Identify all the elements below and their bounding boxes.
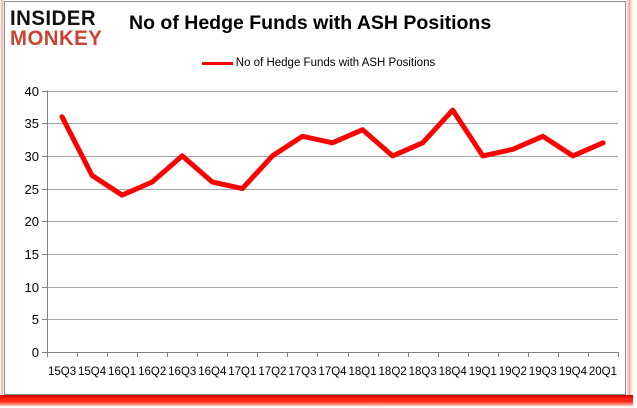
y-tick-label: 35 xyxy=(25,116,39,131)
x-tick-label: 18Q2 xyxy=(379,366,407,378)
x-tick-label: 16Q1 xyxy=(108,366,136,378)
frame-glow-bottom xyxy=(0,395,633,407)
x-tick-label: 16Q3 xyxy=(168,366,196,378)
x-tick-label: 17Q1 xyxy=(228,366,256,378)
legend-line-swatch xyxy=(201,61,233,65)
y-tick-label: 30 xyxy=(25,149,39,164)
y-tick-label: 10 xyxy=(25,280,39,295)
frame-glow-left xyxy=(0,0,4,396)
x-tick-label: 15Q4 xyxy=(78,366,107,378)
x-tick-label: 19Q1 xyxy=(469,366,497,378)
y-tick-label: 0 xyxy=(32,345,39,360)
x-tick-label: 16Q2 xyxy=(138,366,166,378)
insider-monkey-logo: INSIDER MONKEY xyxy=(10,7,103,50)
x-tick-label: 17Q3 xyxy=(288,366,316,378)
x-tick-label: 15Q3 xyxy=(48,366,76,378)
y-tick-label: 20 xyxy=(25,214,39,229)
frame-glow-right xyxy=(626,0,633,396)
x-tick-label: 19Q3 xyxy=(529,366,557,378)
chart-panel xyxy=(4,1,626,395)
y-tick-label: 15 xyxy=(25,247,39,262)
x-tick-label: 19Q2 xyxy=(499,366,527,378)
x-tick-label: 17Q2 xyxy=(258,366,286,378)
y-tick-label: 5 xyxy=(32,312,39,327)
legend: No of Hedge Funds with ASH Positions xyxy=(0,55,637,71)
x-tick-label: 17Q4 xyxy=(318,366,347,378)
legend-label: No of Hedge Funds with ASH Positions xyxy=(235,57,436,69)
chart-title: No of Hedge Funds with ASH Positions xyxy=(129,12,492,34)
x-tick-label: 16Q4 xyxy=(198,366,227,378)
y-tick-label: 25 xyxy=(25,182,39,197)
logo-text-insider: INSIDER xyxy=(10,7,97,30)
y-tick-label: 40 xyxy=(25,84,39,99)
x-tick-label: 20Q1 xyxy=(589,366,617,378)
series-line xyxy=(59,107,606,198)
x-tick-label: 18Q3 xyxy=(409,366,437,378)
x-tick-label: 19Q4 xyxy=(559,366,588,378)
x-tick-label: 18Q4 xyxy=(439,366,468,378)
x-tick-label: 18Q1 xyxy=(348,366,376,378)
logo-text-monkey: MONKEY xyxy=(10,27,103,50)
